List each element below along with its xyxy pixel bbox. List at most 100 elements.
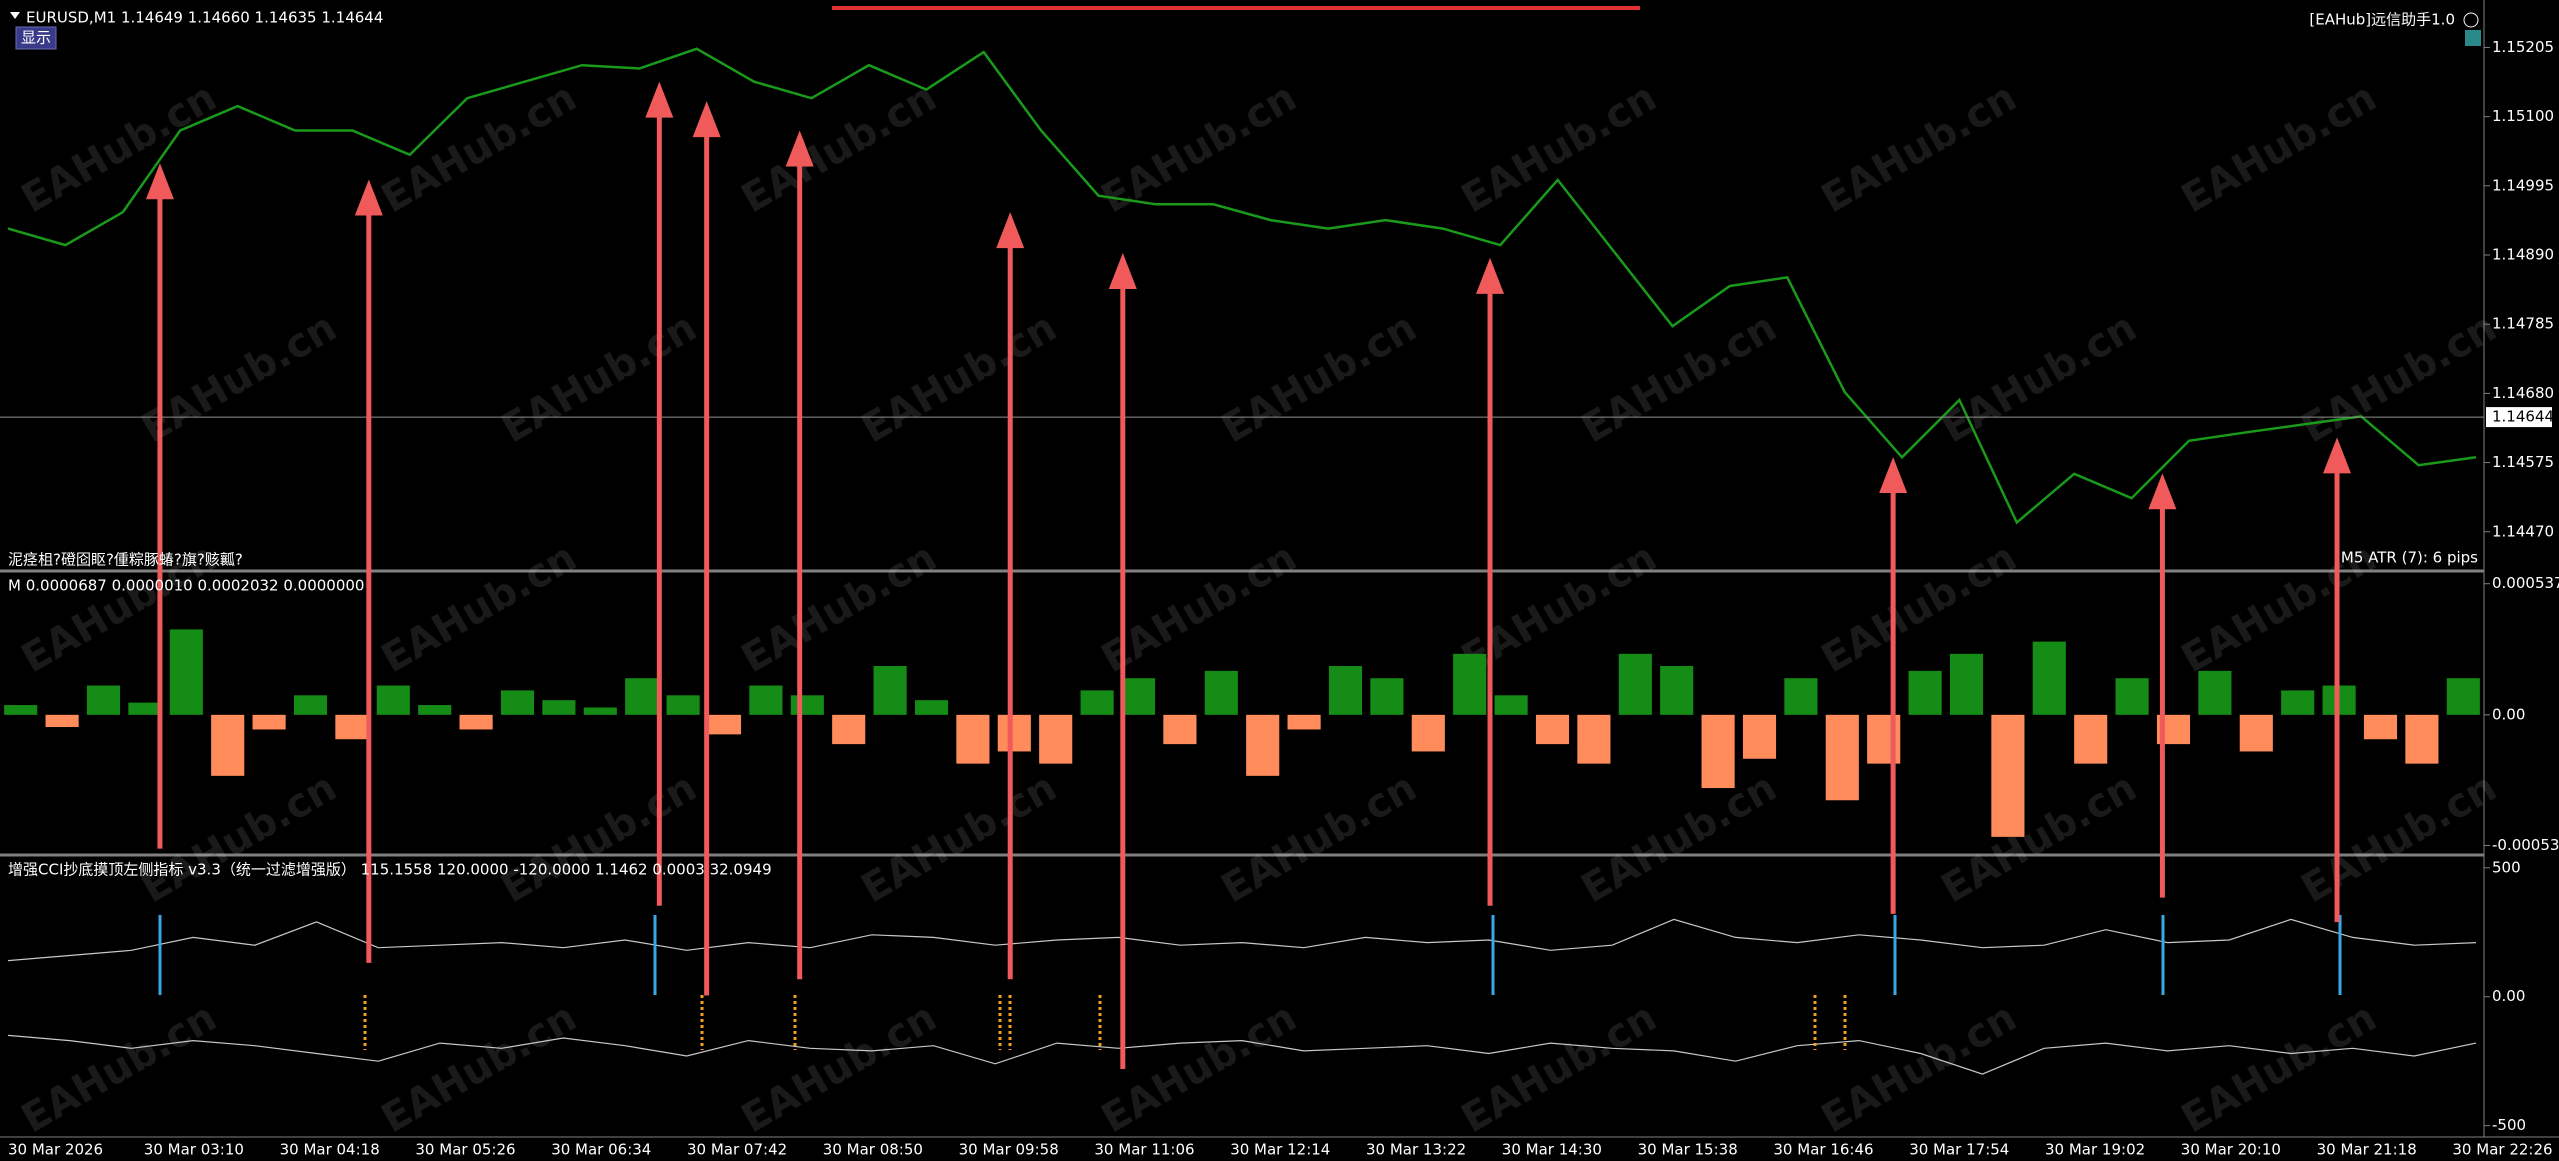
histogram-bar <box>1453 653 1487 715</box>
histogram-bar <box>2198 670 2232 715</box>
show-button-label[interactable]: 显示 <box>21 29 51 47</box>
histogram-bar <box>1370 678 1404 715</box>
ea-toggle[interactable] <box>2465 30 2481 46</box>
arrow-head <box>1108 252 1137 289</box>
histogram-bar <box>1121 678 1156 715</box>
y-tick-label: 0.00 <box>2492 987 2525 1005</box>
y-tick-label: 1.14680 <box>2492 384 2554 402</box>
histogram-bar <box>86 685 121 715</box>
histogram-bar <box>1991 714 2025 837</box>
arrow-head <box>2323 437 2352 474</box>
collapse-icon[interactable] <box>10 12 20 19</box>
histogram-bar <box>1163 714 1197 745</box>
histogram-bar <box>583 707 617 715</box>
histogram-bar <box>45 714 79 728</box>
y-tick-label: 1.14575 <box>2492 453 2554 471</box>
arrow-head <box>1879 456 1908 493</box>
x-tick-label: 30 Mar 2026 <box>8 1141 103 1159</box>
histogram-bar <box>2281 690 2315 715</box>
histogram-bar <box>1080 690 1114 715</box>
histogram-bar <box>1535 714 1570 745</box>
histogram-bar <box>2363 714 2398 740</box>
histogram-bar <box>1039 714 1073 764</box>
ea-label: [EAHub]远信助手1.0 <box>2309 11 2455 29</box>
histogram-bar <box>128 702 162 715</box>
show-button[interactable] <box>15 26 57 50</box>
histogram-bar <box>873 666 907 715</box>
histogram-bar <box>542 700 576 715</box>
x-tick-label: 30 Mar 21:18 <box>2317 1141 2417 1159</box>
histogram-bar <box>1784 678 1818 715</box>
histogram-bar <box>418 705 452 715</box>
x-tick-label: 30 Mar 05:26 <box>415 1141 515 1159</box>
x-tick-label: 30 Mar 11:06 <box>1094 1141 1194 1159</box>
x-tick-label: 30 Mar 09:58 <box>959 1141 1059 1159</box>
arrow-head <box>2148 473 2177 510</box>
plots: 1.15205 1.15100 1.14995 1.14890 1.14785 1.146… <box>0 38 2559 1159</box>
histogram-bar <box>1328 666 1363 715</box>
histogram-bar <box>2446 678 2480 715</box>
histogram-bar <box>832 714 866 745</box>
top-bar <box>832 6 1640 10</box>
current-price-label: 1.14644 <box>2492 408 2554 426</box>
arrow-head <box>354 179 383 216</box>
histogram-bar <box>1577 714 1611 764</box>
histogram-bar <box>1618 653 1652 715</box>
histogram-bar <box>2032 641 2066 715</box>
x-tick-label: 30 Mar 16:46 <box>1773 1141 1873 1159</box>
histogram-bar <box>1742 714 1777 759</box>
arrow-head <box>785 130 814 167</box>
x-tick-label: 30 Mar 06:34 <box>551 1141 651 1159</box>
histogram-bar <box>4 705 38 715</box>
histogram-bar <box>956 714 990 764</box>
histogram-bar <box>459 714 493 730</box>
main-header: EURUSD,M1 1.14649 1.14660 1.14635 1.1464… <box>26 9 383 27</box>
panel-header: 增强CCI抄底摸顶左侧指标 v3.3（统一过滤增强版） 115.1558 120… <box>8 861 772 879</box>
histogram-bar <box>2405 714 2439 764</box>
y-tick-label: 1.14470 <box>2492 522 2554 540</box>
x-tick-label: 30 Mar 20:10 <box>2181 1141 2281 1159</box>
annotation: 泥痉柤?磴囵眍?偅粽豚蝽?旗?赅瓤? <box>8 551 243 569</box>
x-tick-label: 30 Mar 12:14 <box>1230 1141 1330 1159</box>
annotation: M5 ATR (7): 6 pips <box>2341 549 2478 567</box>
current-price-box <box>2486 407 2552 428</box>
histogram-bar <box>749 685 783 715</box>
y-tick-label: 1.14785 <box>2492 315 2554 333</box>
x-tick-label: 30 Mar 17:54 <box>1909 1141 2009 1159</box>
x-tick-label: 30 Mar 22:26 <box>2452 1141 2552 1159</box>
x-tick-label: 30 Mar 03:10 <box>144 1141 244 1159</box>
panel-header: M 0.0000687 0.0000010 0.0002032 0.000000… <box>8 577 364 595</box>
histogram-bar <box>790 695 824 715</box>
histogram-bar <box>293 695 328 715</box>
x-tick-label: 30 Mar 15:38 <box>1638 1141 1738 1159</box>
arrow-head <box>1476 257 1505 294</box>
histogram-bar <box>1246 714 1280 776</box>
histogram-bar <box>335 714 369 740</box>
y-tick-label: 500 <box>2492 858 2521 876</box>
ea-icon[interactable] <box>2463 12 2479 28</box>
histogram-bar <box>252 714 286 730</box>
y-tick-label: -0.0005355 <box>2492 836 2559 854</box>
x-tick-label: 30 Mar 07:42 <box>687 1141 787 1159</box>
arrows <box>145 81 2352 1069</box>
histogram-bar <box>169 629 203 715</box>
y-tick-label: 1.15205 <box>2492 38 2554 56</box>
y-tick-label: 1.15100 <box>2492 107 2554 125</box>
histogram-bar <box>1660 666 1694 715</box>
histogram-bar <box>1204 670 1238 715</box>
histogram-bar <box>1701 714 1735 789</box>
arrow-head <box>692 101 721 138</box>
histogram-bar <box>1825 714 1859 801</box>
histogram-bar <box>2239 714 2273 752</box>
x-tick-label: 30 Mar 13:22 <box>1366 1141 1466 1159</box>
y-tick-label: 0.0005372 <box>2492 574 2559 592</box>
x-tick-label: 30 Mar 04:18 <box>280 1141 380 1159</box>
histogram-bar <box>666 695 700 715</box>
histogram-bar <box>2115 678 2149 715</box>
series-line <box>7 47 2477 525</box>
histogram-bar <box>1494 695 1528 715</box>
x-tick-label: 30 Mar 19:02 <box>2045 1141 2145 1159</box>
arrow-head <box>145 163 174 200</box>
histogram-bar <box>1949 653 1984 715</box>
